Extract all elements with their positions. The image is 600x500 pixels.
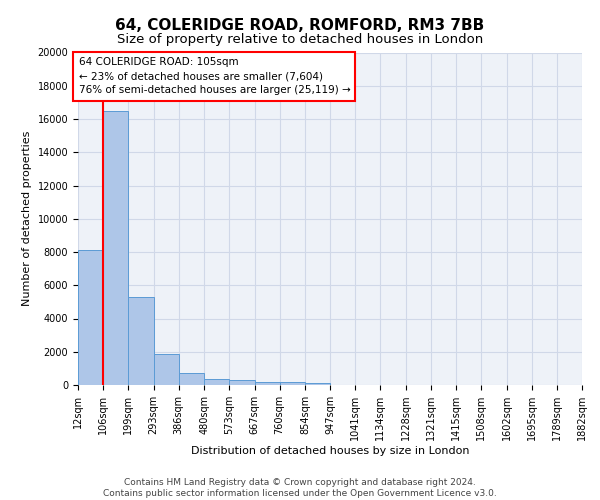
Bar [204,379,229,385]
Bar [78,250,103,385]
Text: 64 COLERIDGE ROAD: 105sqm
← 23% of detached houses are smaller (7,604)
76% of se: 64 COLERIDGE ROAD: 105sqm ← 23% of detac… [79,58,350,96]
Bar [229,380,254,385]
Bar [254,382,280,385]
Bar [179,374,204,385]
Text: Size of property relative to detached houses in London: Size of property relative to detached ho… [117,32,483,46]
Text: 64, COLERIDGE ROAD, ROMFORD, RM3 7BB: 64, COLERIDGE ROAD, ROMFORD, RM3 7BB [115,18,485,32]
Bar [128,297,154,385]
Bar [280,382,305,385]
Bar [154,354,179,385]
Y-axis label: Number of detached properties: Number of detached properties [22,131,32,306]
Bar [305,383,330,385]
Bar [103,110,128,385]
Text: Contains HM Land Registry data © Crown copyright and database right 2024.
Contai: Contains HM Land Registry data © Crown c… [103,478,497,498]
X-axis label: Distribution of detached houses by size in London: Distribution of detached houses by size … [191,446,469,456]
